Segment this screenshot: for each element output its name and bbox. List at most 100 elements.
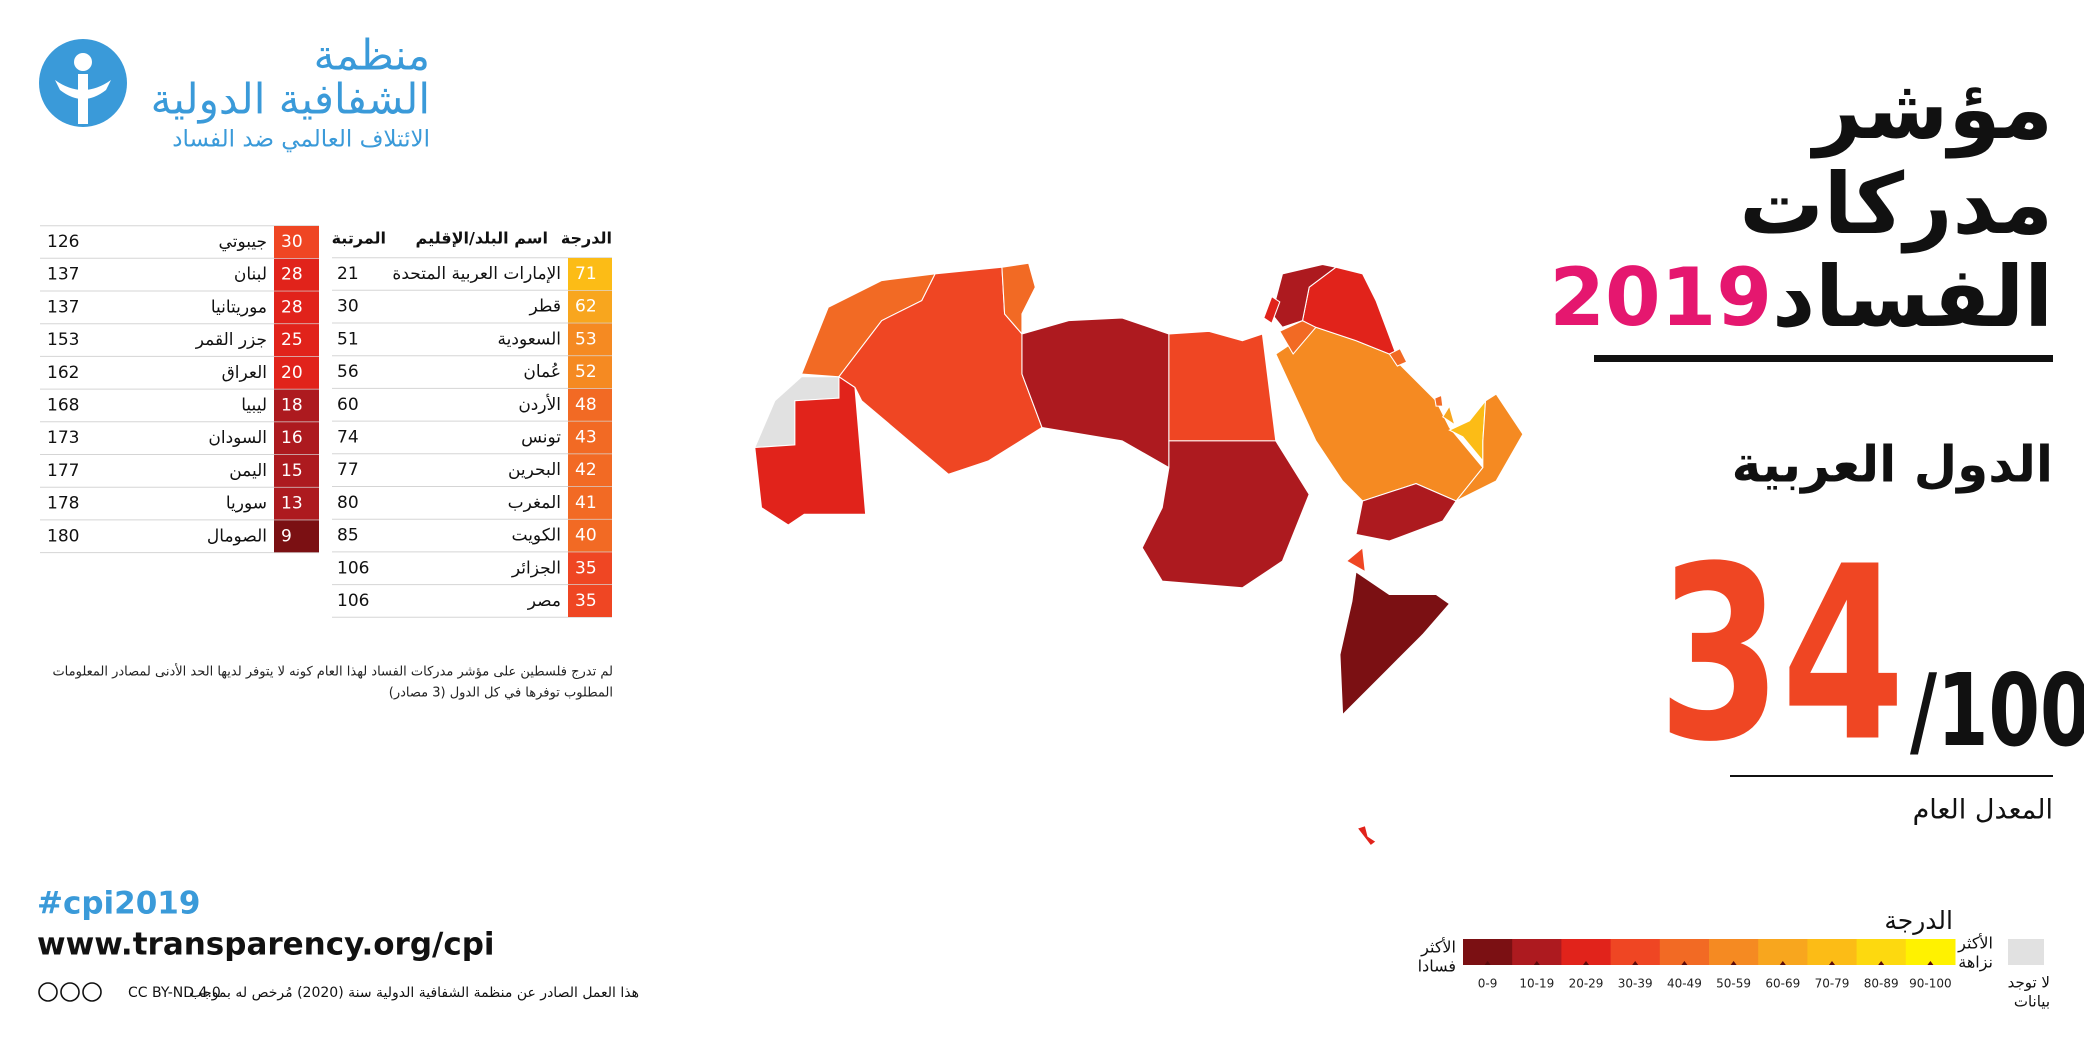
country	[1442, 404, 1456, 427]
country-name: الأردن	[518, 394, 561, 415]
score: 13	[281, 494, 303, 514]
score-cell	[274, 226, 319, 258]
country-name: الصومال	[207, 526, 267, 546]
country-name: ليبيا	[241, 396, 267, 416]
rank: 177	[47, 461, 79, 481]
score: 16	[281, 428, 303, 448]
title-year: 2019	[1549, 251, 1772, 344]
legend-tick	[1681, 961, 1688, 965]
legend-swatch	[1561, 939, 1612, 965]
legend-bin-label: 0-9	[1478, 977, 1498, 991]
title-line: مدركات	[1739, 155, 2053, 254]
score-cell	[568, 552, 612, 585]
legend-tick	[1829, 961, 1835, 965]
legend-bin-label: 80-89	[1864, 977, 1899, 991]
rank: 30	[337, 297, 359, 317]
country-name: البحرين	[508, 460, 561, 480]
map	[753, 262, 1524, 847]
legend-title: الدرجة	[1884, 906, 1953, 935]
legend-low-label: الأكثر	[1420, 937, 1456, 958]
url: www.transparency.org/cpi	[37, 927, 495, 963]
legend-tick	[1632, 961, 1639, 965]
country-name: الإمارات العربية المتحدة	[392, 264, 561, 284]
score-cell	[274, 324, 319, 357]
rank: 60	[337, 395, 359, 415]
score: 41	[575, 493, 597, 513]
country	[1168, 330, 1277, 442]
legend-swatch	[1905, 939, 1956, 965]
legend-swatch	[1659, 939, 1710, 965]
country-name: اليمن	[229, 461, 267, 481]
score: 30	[281, 232, 303, 252]
score-cell	[568, 585, 612, 617]
rank: 74	[337, 428, 359, 448]
score: 20	[281, 363, 303, 383]
country	[1141, 440, 1310, 589]
score-cell	[568, 290, 612, 323]
rank: 153	[47, 330, 79, 350]
country-name: جيبوتي	[219, 232, 267, 252]
footnote: المطلوب توفرها في كل الدول (3 مصادر)	[389, 686, 613, 701]
score: 43	[575, 428, 597, 448]
score-cell	[568, 519, 612, 552]
average-group: 34	[1658, 515, 1905, 795]
score: 25	[281, 330, 303, 350]
score-cell	[568, 486, 612, 519]
country	[1271, 263, 1338, 328]
legend-high-label: الأكثر	[1957, 933, 1993, 954]
hashtag: #cpi2019	[37, 886, 200, 922]
score: 35	[575, 558, 597, 578]
country-name: عُمان	[523, 362, 561, 382]
score-cell	[568, 454, 612, 487]
score: 42	[575, 460, 597, 480]
score-cell	[274, 422, 319, 455]
legend-swatch	[1610, 939, 1661, 965]
rank: 77	[337, 460, 359, 480]
legend-bin-label: 30-39	[1618, 977, 1653, 991]
title-rule	[1594, 355, 2053, 362]
rank: 106	[337, 591, 369, 611]
country-name: الكويت	[512, 526, 562, 546]
table-header: اسم البلد/الإقليم	[416, 229, 548, 248]
country	[1455, 393, 1524, 502]
legend-bin-label: 20-29	[1569, 977, 1604, 991]
country	[754, 375, 867, 526]
rank: 137	[47, 297, 79, 317]
rank: 21	[337, 264, 359, 284]
no-data-label: لا توجد	[2008, 974, 2050, 992]
score-cell	[274, 389, 319, 422]
legend-bin-label: 60-69	[1765, 977, 1800, 991]
region: الدول العربية	[1732, 436, 2053, 495]
country-name: تونس	[521, 428, 561, 448]
country	[1345, 546, 1366, 573]
score: 48	[575, 395, 597, 415]
logo-mark	[55, 74, 111, 124]
score-cell	[274, 258, 319, 291]
score: 18	[281, 396, 303, 416]
score: 9	[281, 526, 292, 546]
legend-tick	[1583, 961, 1589, 965]
logo-name: منظمة	[314, 31, 430, 80]
score: 40	[575, 526, 597, 546]
country	[1021, 317, 1170, 469]
legend-tick	[1779, 961, 1786, 965]
score: 15	[281, 461, 303, 481]
legend-bin-label: 90-100	[1909, 977, 1952, 991]
score-cell	[274, 291, 319, 324]
score-cell	[568, 388, 612, 421]
country-name: لبنان	[234, 265, 267, 285]
country	[1388, 347, 1408, 367]
score-cell	[568, 323, 612, 356]
score: 35	[575, 591, 597, 611]
rank: 137	[47, 265, 79, 285]
legend-bin-label: 10-19	[1519, 977, 1554, 991]
average-group: /100	[1910, 652, 2084, 769]
country	[1339, 570, 1451, 716]
legend-tick	[1927, 961, 1934, 965]
logo-name: الشفافية الدولية	[151, 75, 430, 124]
average-score: 34	[1658, 515, 1905, 795]
legend-swatch	[1807, 939, 1858, 965]
country-name: المغرب	[508, 493, 561, 513]
rank: 178	[47, 494, 79, 514]
